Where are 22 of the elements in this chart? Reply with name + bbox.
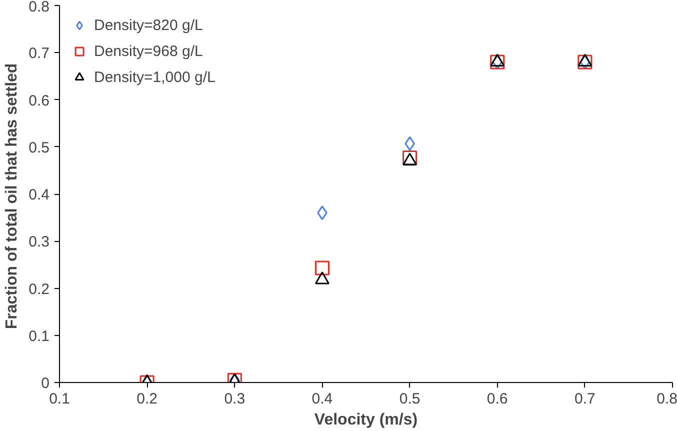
x-tick-label: 0.7 (574, 390, 596, 408)
y-tick-label: 0.4 (28, 186, 50, 204)
y-tick-label: 0.5 (28, 139, 50, 156)
x-tick-label: 0.6 (486, 390, 508, 408)
y-tick-label: 0.7 (28, 45, 50, 62)
x-tick-label: 0.5 (399, 390, 420, 408)
y-tick-label: 0.2 (28, 280, 50, 298)
x-tick-label: 0.8 (656, 390, 677, 408)
y-tick-label: 0.6 (28, 92, 50, 110)
y-tick-label: 0.8 (28, 0, 50, 16)
legend-label: Density=1,000 g/L (94, 68, 216, 86)
legend-label: Density=968 g/L (94, 42, 203, 60)
legend-label: Density=820 g/L (94, 16, 203, 34)
y-tick-label: 0.1 (28, 328, 50, 345)
x-tick-label: 0.2 (136, 390, 158, 408)
y-axis-title: Fraction of total oil that has settled (4, 63, 21, 330)
y-tick-label: 0.3 (28, 234, 50, 251)
y-tick-label: 0 (41, 375, 50, 392)
x-axis-title: Velocity (m/s) (314, 412, 418, 428)
x-tick-label: 0.3 (224, 390, 246, 408)
x-tick-label: 0.4 (312, 390, 333, 408)
x-tick-label: 0.1 (49, 390, 70, 408)
